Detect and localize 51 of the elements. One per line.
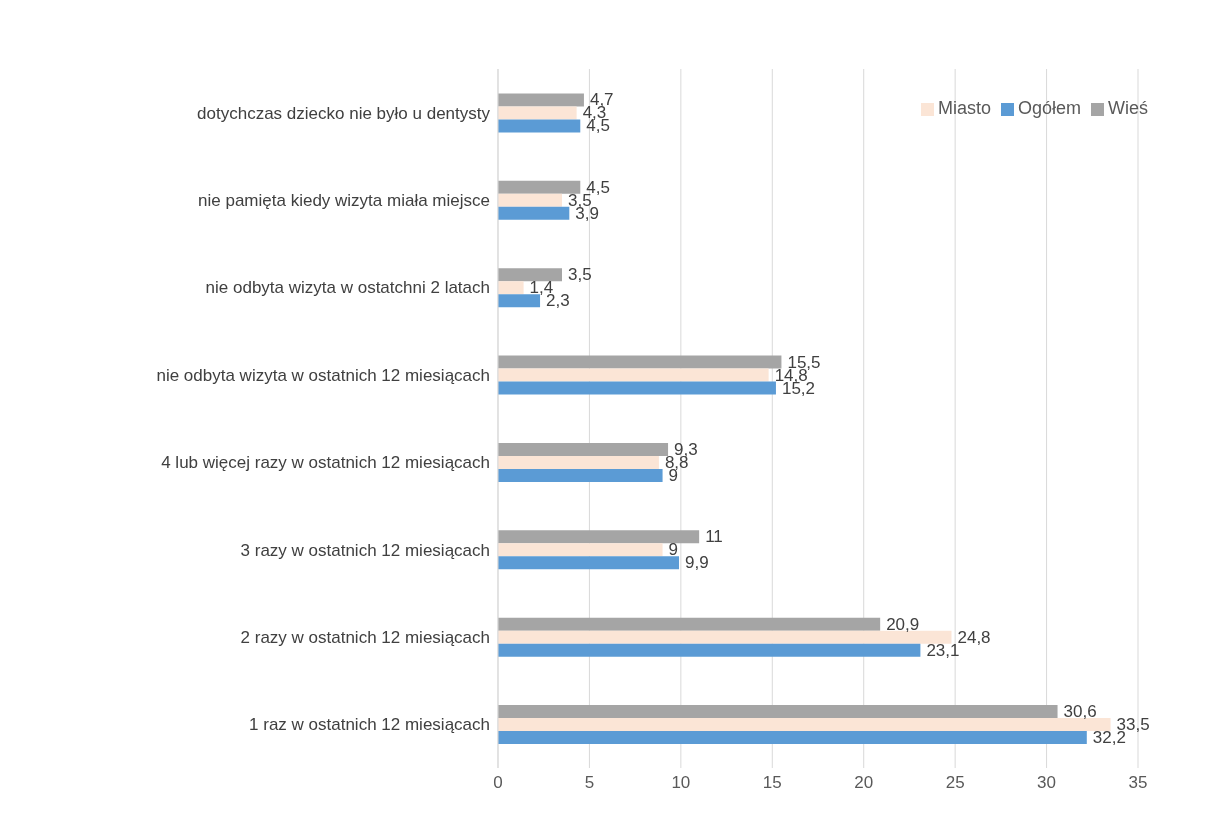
data-label: 9,9 (685, 553, 709, 573)
y-tick-label: 3 razy w ostatnich 12 miesiącach (240, 540, 490, 560)
y-tick-label: nie odbyta wizyta w ostatchni 2 latach (205, 278, 490, 298)
y-tick-label: dotychczas dziecko nie było u dentysty (197, 103, 491, 123)
bar (498, 268, 562, 282)
bar (498, 355, 782, 369)
bar (498, 556, 680, 570)
x-tick-label: 20 (854, 773, 874, 793)
bar (498, 731, 1087, 745)
y-tick-label: 2 razy w ostatnich 12 miesiącach (240, 627, 490, 647)
bar (498, 119, 581, 133)
bar (498, 468, 663, 482)
bar (498, 705, 1058, 719)
bar (498, 530, 700, 544)
bar (498, 543, 663, 557)
x-tick-label: 0 (493, 773, 503, 793)
bar (498, 630, 952, 644)
data-label: 30,6 (1063, 702, 1097, 722)
bar (498, 455, 659, 469)
bar (498, 180, 581, 194)
bar (498, 193, 562, 207)
data-label: 3,5 (568, 265, 592, 285)
bar (498, 442, 669, 456)
data-label: 24,8 (957, 627, 991, 647)
bar (498, 381, 776, 395)
x-tick-label: 35 (1128, 773, 1148, 793)
y-tick-label: 4 lub więcej razy w ostatnich 12 miesiącach (161, 453, 490, 473)
x-tick-label: 15 (762, 773, 782, 793)
x-tick-label: 30 (1037, 773, 1057, 793)
bar (498, 106, 577, 120)
x-tick-label: 25 (945, 773, 965, 793)
bar (498, 368, 769, 382)
y-tick-label: 1 raz w ostatnich 12 miesiącach (249, 715, 490, 735)
y-tick-label: nie odbyta wizyta w ostatnich 12 miesiącach (156, 365, 490, 385)
bar (498, 93, 584, 107)
legend-label: Ogółem (1017, 98, 1081, 118)
data-label: 11 (705, 527, 723, 547)
bar (498, 206, 570, 220)
data-label: 9 (668, 540, 679, 560)
bar (498, 643, 921, 657)
bar (498, 718, 1111, 732)
bar (498, 281, 524, 295)
legend-label: Wieś (1108, 98, 1148, 118)
x-tick-label: 5 (584, 773, 595, 793)
x-tick-label: 10 (671, 773, 691, 793)
data-label: 4,5 (586, 177, 610, 197)
y-tick-label: nie pamięta kiedy wizyta miała miejsce (198, 191, 490, 211)
bar (498, 294, 541, 308)
legend-label: Miasto (937, 98, 991, 118)
data-label: 20,9 (886, 614, 920, 634)
bar (498, 617, 881, 631)
